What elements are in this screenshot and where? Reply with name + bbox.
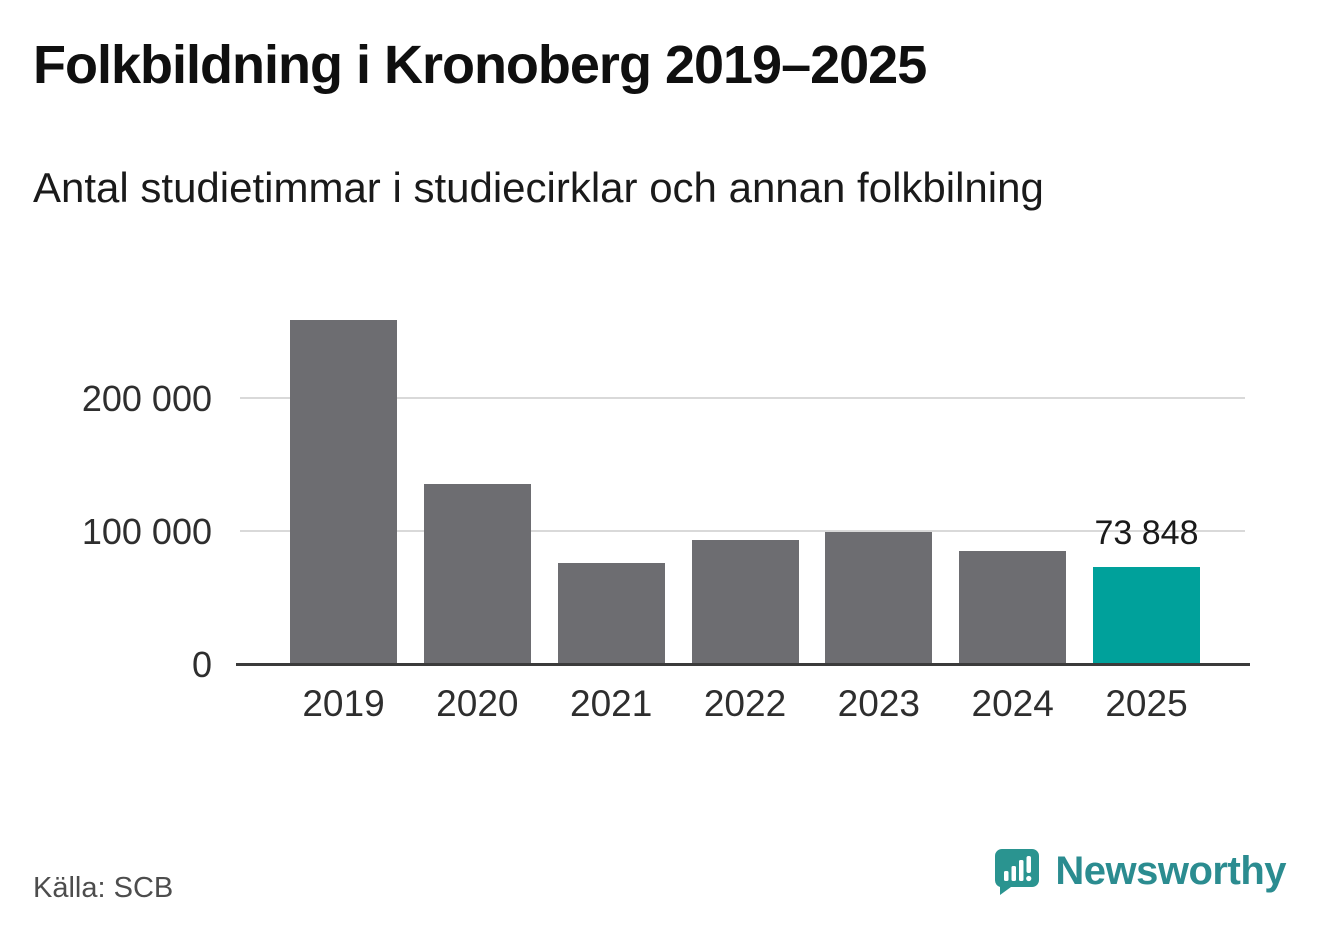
plot-area: 73 848 (236, 280, 1250, 666)
x-tick-label: 2022 (703, 683, 787, 724)
bar (423, 484, 531, 665)
newsworthy-icon (995, 849, 1040, 895)
x-tick-label: 2019 (302, 683, 385, 724)
x-tick-label: 2025 (1105, 683, 1188, 724)
chart-subtitle: Antal studietimmar i studiecirklar och a… (33, 164, 1044, 211)
newsworthy-logo: Newsworthy (992, 846, 1286, 896)
source-text: Källa: SCB (33, 872, 174, 904)
bar (959, 550, 1067, 665)
x-tick-label: 2020 (436, 683, 519, 724)
chart-title: Folkbildning i Kronoberg 2019–2025 (33, 35, 927, 95)
bar (557, 562, 665, 665)
bar (290, 319, 397, 665)
value-label: 73 848 (1094, 513, 1199, 552)
bar (825, 531, 933, 665)
x-tick-label: 2021 (570, 683, 653, 724)
gridline (240, 397, 1245, 400)
x-axis-line (236, 663, 1250, 666)
newsworthy-wordmark: Newsworthy (1055, 848, 1286, 893)
bar (1093, 566, 1200, 665)
gridline (240, 530, 1245, 533)
x-tick-label: 2023 (837, 683, 920, 724)
y-tick-label: 0 (191, 644, 212, 685)
y-tick-label: 200 000 (81, 378, 212, 420)
x-tick-label: 2024 (971, 683, 1054, 724)
y-tick-label: 100 000 (81, 511, 212, 553)
bar-chart: 73 848 0 100 000 200 000 2019 2020 2021 2022 20… (0, 280, 1322, 740)
bar (691, 540, 799, 665)
